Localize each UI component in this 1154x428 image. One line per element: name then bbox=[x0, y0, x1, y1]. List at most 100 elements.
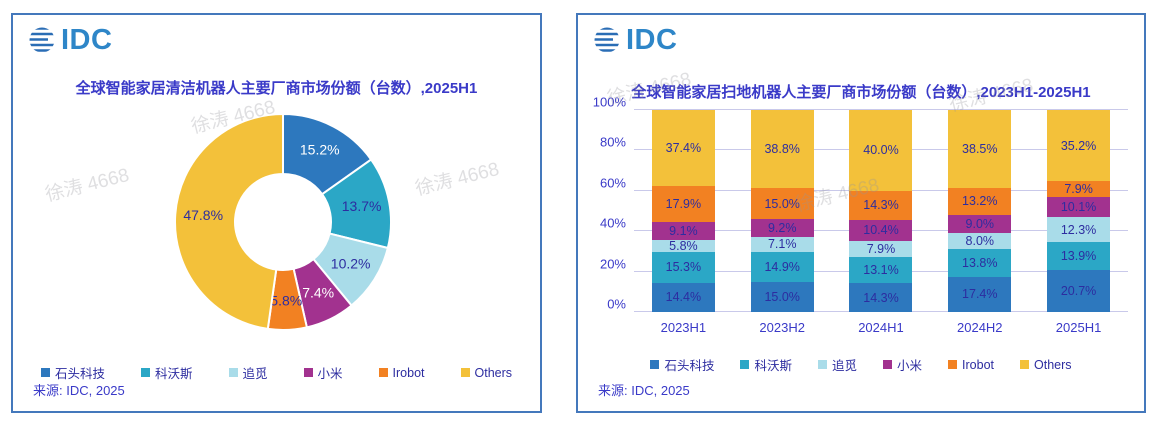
donut-segment-label: 13.7% bbox=[342, 198, 382, 214]
legend-item: 科沃斯 bbox=[140, 363, 193, 382]
bar-2023H1: 14.4% 15.3% 5.8% 9.1% 17.9% 37.4% bbox=[651, 110, 715, 312]
bar-segment: 14.3% bbox=[849, 283, 913, 312]
bar-segment: 38.8% bbox=[750, 110, 814, 189]
y-tick-label: 80% bbox=[599, 134, 626, 150]
y-tick-label: 40% bbox=[599, 215, 626, 231]
bar-segment: 38.5% bbox=[948, 110, 1012, 188]
legend-item: Others bbox=[460, 363, 512, 382]
bar-segment-label: 9.0% bbox=[965, 216, 995, 231]
bar-segment: 10.1% bbox=[1047, 196, 1111, 218]
bar-segment-label: 13.9% bbox=[1060, 248, 1097, 263]
legend-swatch bbox=[460, 368, 470, 377]
legend-swatch bbox=[140, 368, 150, 377]
donut-segment bbox=[174, 112, 284, 331]
legend-swatch bbox=[818, 360, 827, 369]
legend-label: Others bbox=[1034, 357, 1072, 372]
bar-segment-label: 38.5% bbox=[962, 141, 998, 156]
bar-segment: 35.2% bbox=[1047, 110, 1111, 182]
bar-segment: 5.8% bbox=[651, 240, 715, 253]
y-tick-label: 20% bbox=[599, 256, 626, 272]
legend-item: 石头科技 bbox=[40, 363, 105, 382]
bar-segment-label: 14.4% bbox=[665, 290, 702, 305]
bar-segment-label: 15.0% bbox=[764, 289, 800, 304]
grid-line bbox=[634, 109, 1128, 110]
legend-item: 追觅 bbox=[818, 355, 857, 374]
bar-2023H2: 15.0% 14.9% 7.1% 9.2% 15.0% 38.8% bbox=[750, 110, 814, 312]
bar-segment-label: 13.1% bbox=[863, 262, 899, 277]
x-axis-labels: 2023H1 2023H2 2024H1 2024H2 2025H1 bbox=[634, 320, 1128, 335]
idc-logo-text: IDC bbox=[61, 23, 113, 56]
legend-swatch bbox=[948, 360, 958, 369]
donut-segment-label: 47.8% bbox=[183, 207, 223, 223]
bar-segment-label: 17.9% bbox=[665, 196, 702, 211]
bar-segment-label: 7.9% bbox=[1064, 181, 1093, 196]
bar-segment-label: 13.2% bbox=[962, 194, 998, 209]
x-category-label: 2024H2 bbox=[957, 320, 1003, 335]
bar-segment: 13.2% bbox=[948, 188, 1012, 215]
legend: 石头科技 科沃斯 追觅 小米 Irobot Others bbox=[13, 363, 540, 382]
legend-label: 追觅 bbox=[242, 367, 268, 381]
bar-segment-label: 10.1% bbox=[1060, 199, 1097, 214]
legend-label: 小米 bbox=[897, 359, 923, 373]
bar-segment-label: 9.2% bbox=[767, 220, 797, 235]
legend-swatch bbox=[650, 360, 660, 369]
panel-vacuum-robot-share-trend: IDC 全球智能家居扫地机器人主要厂商市场份额（台数）,2023H1-2025H… bbox=[576, 13, 1146, 413]
bar-segment: 13.9% bbox=[1047, 242, 1111, 271]
bar-segment-label: 14.3% bbox=[863, 290, 899, 305]
donut-chart: 15.2% 13.7% 10.2% 7.4% 5.8% 47.8% bbox=[172, 111, 394, 333]
bar-segment: 20.7% bbox=[1047, 270, 1111, 312]
legend-item: 石头科技 bbox=[650, 355, 714, 374]
bar-segment-label: 12.3% bbox=[1060, 222, 1097, 237]
legend-item: 追觅 bbox=[228, 363, 268, 382]
bar-segment: 7.9% bbox=[1047, 181, 1111, 197]
donut-segment-label: 7.4% bbox=[302, 285, 334, 301]
legend-label: 小米 bbox=[317, 367, 343, 381]
donut-segment-label: 15.2% bbox=[300, 142, 340, 158]
legend: 石头科技 科沃斯 追觅 小米 Irobot Others bbox=[578, 355, 1144, 374]
bar-segment: 17.9% bbox=[651, 185, 715, 222]
bar-segment: 7.1% bbox=[750, 237, 814, 252]
bar-segment: 8.0% bbox=[948, 232, 1012, 249]
bar-segment: 12.3% bbox=[1047, 217, 1111, 243]
donut-segment-label: 5.8% bbox=[270, 293, 302, 309]
bar-segment-label: 13.8% bbox=[962, 255, 998, 270]
bar-segment: 37.4% bbox=[651, 110, 715, 186]
bar-segment: 10.4% bbox=[849, 219, 913, 241]
bar-segment-label: 9.1% bbox=[669, 223, 698, 238]
bar-segment: 15.0% bbox=[750, 188, 814, 219]
x-category-label: 2023H1 bbox=[660, 320, 707, 335]
bar-segment-label: 40.0% bbox=[863, 143, 899, 158]
legend-swatch bbox=[228, 368, 238, 377]
legend-label: 石头科技 bbox=[54, 367, 105, 381]
legend-label: Irobot bbox=[392, 365, 425, 380]
stacked-bar-chart: 0% 20% 40% 60% 80% 100% 14.4% 15.3% 5.8% 9.1% 17.9… bbox=[593, 95, 1128, 312]
legend-label: Irobot bbox=[962, 357, 994, 372]
y-tick-label: 60% bbox=[599, 175, 626, 191]
legend-swatch bbox=[303, 368, 313, 377]
bar-segment-label: 20.7% bbox=[1060, 283, 1097, 298]
legend-item: Irobot bbox=[948, 355, 994, 374]
chart-title: 全球智能家居扫地机器人主要厂商市场份额（台数）,2023H1-2025H1 bbox=[631, 84, 1091, 101]
x-category-label: 2023H2 bbox=[759, 320, 805, 335]
bar-segment: 9.1% bbox=[651, 221, 715, 241]
bar-segment: 15.3% bbox=[651, 252, 715, 283]
bar-segment: 14.3% bbox=[849, 190, 913, 220]
legend-item: 科沃斯 bbox=[740, 355, 792, 374]
bar-segment-label: 37.4% bbox=[665, 140, 702, 155]
bar-segment-label: 15.0% bbox=[764, 196, 800, 211]
bar-segment-label: 8.0% bbox=[965, 233, 995, 248]
legend-item: Others bbox=[1020, 355, 1072, 374]
legend-item: Irobot bbox=[378, 363, 425, 382]
idc-logo: IDC bbox=[592, 25, 677, 55]
legend-item: 小米 bbox=[883, 355, 922, 374]
bar-segment-label: 7.1% bbox=[767, 237, 797, 252]
legend-label: 科沃斯 bbox=[154, 367, 193, 381]
bar-segment: 15.0% bbox=[750, 281, 814, 312]
bar-segment-label: 35.2% bbox=[1060, 138, 1097, 153]
bar-segment-label: 17.4% bbox=[962, 287, 998, 302]
idc-globe-icon bbox=[594, 27, 620, 52]
bar-segment-label: 7.9% bbox=[866, 241, 896, 256]
bar-segment-label: 10.4% bbox=[863, 222, 899, 237]
bar-2024H2: 17.4% 13.8% 8.0% 9.0% 13.2% 38.5% bbox=[948, 110, 1012, 312]
bar-segment: 7.9% bbox=[849, 240, 913, 257]
